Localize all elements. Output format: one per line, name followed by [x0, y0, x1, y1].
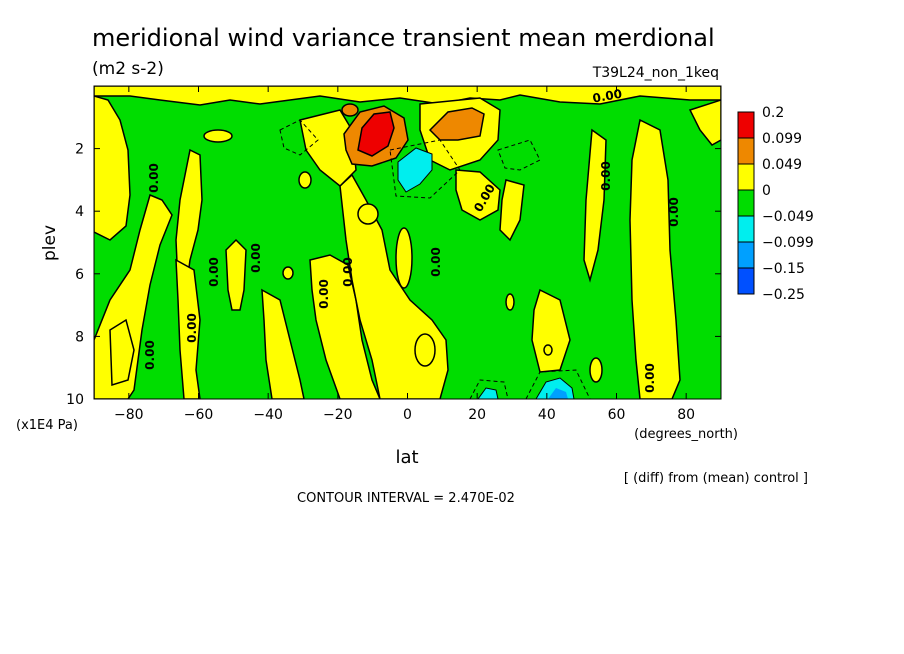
chart-title: meridional wind variance transient mean … — [92, 24, 715, 52]
x-tick-label: −40 — [253, 407, 283, 423]
x-tick-label: 80 — [677, 407, 695, 423]
y-tick-label: 4 — [75, 204, 84, 220]
colorbar-swatch — [737, 215, 755, 243]
colorbar-label: −0.049 — [762, 209, 814, 225]
column-plus70 — [629, 118, 681, 399]
x-tick-label: −20 — [323, 407, 353, 423]
contour-label: 0.00 — [341, 257, 355, 287]
colorbar-swatch — [737, 267, 755, 295]
cyan-regions — [397, 147, 575, 399]
x-tick-label: 60 — [608, 407, 626, 423]
column-minus50 — [225, 238, 247, 311]
negative-contours — [279, 119, 591, 399]
small-islands — [203, 129, 603, 383]
run-label: T39L24_non_1keq — [592, 65, 719, 81]
colorbar-swatch — [737, 189, 755, 217]
blue-bottom — [548, 388, 568, 399]
contour-label: 0.00 — [143, 340, 157, 370]
x-axis-title: lat — [395, 447, 418, 468]
orange-right — [428, 107, 485, 141]
left-lobe — [94, 95, 131, 241]
column-plus20 — [455, 169, 501, 221]
x-tick-label: 40 — [538, 407, 556, 423]
cyan-bottom-small — [477, 387, 499, 399]
red-core — [357, 111, 395, 157]
x-tick-label: −80 — [114, 407, 144, 423]
plot-area — [94, 86, 721, 399]
x-tick-label: 20 — [468, 407, 486, 423]
x-tick-label: 0 — [403, 407, 412, 423]
column-minus30 — [261, 288, 305, 399]
colorbar-label: 0.049 — [762, 157, 802, 173]
contour-label: 0.00 — [429, 247, 443, 277]
contour-label: 0.00 — [185, 313, 199, 343]
contour-label: 0.00 — [599, 161, 613, 191]
x-tick-label: −60 — [184, 407, 214, 423]
contour-label: 0.00 — [592, 87, 624, 106]
y-tick-label: 8 — [75, 329, 84, 345]
top-band — [94, 86, 721, 106]
contour-label: 0.00 — [147, 163, 161, 193]
cyan-centre — [397, 147, 433, 193]
centre-shoulder — [299, 109, 357, 188]
y-units-label: (x1E4 Pa) — [16, 418, 78, 433]
y-tick-label: 6 — [75, 267, 84, 283]
comparison-note: [ (diff) from (mean) control ] — [624, 471, 808, 486]
colorbar-label: −0.099 — [762, 235, 814, 251]
colorbar: 0.2 0.099 0.049 0 −0.049 −0.099 −0.15 −0.25 — [737, 105, 814, 303]
colorbar-swatch — [737, 163, 755, 191]
colorbar-label: 0.2 — [762, 105, 784, 121]
column-plus45 — [531, 288, 571, 373]
colorbar-swatch — [737, 137, 755, 165]
colorbar-label: −0.25 — [762, 287, 805, 303]
column-minus75-mid — [109, 318, 135, 387]
colorbar-label: 0 — [762, 183, 771, 199]
units-label: (m2 s-2) — [92, 59, 164, 79]
colorbar-label: 0.099 — [762, 131, 802, 147]
contour-label: 0.00 — [667, 197, 681, 227]
contour-label: 0.00 — [317, 279, 331, 309]
y-axis: 2 4 6 8 10 — [66, 142, 721, 408]
column-plus60 — [583, 128, 607, 283]
y-axis-title: plev — [40, 225, 60, 261]
contour-label: 0.00 — [207, 257, 221, 287]
x-units-label: (degrees_north) — [634, 427, 738, 442]
column-plus30 — [499, 179, 525, 242]
x-axis: −80 −60 −40 −20 0 20 40 60 80 — [114, 86, 695, 423]
colorbar-swatch — [737, 111, 755, 139]
right-edge — [688, 99, 721, 146]
column-minus60-lower — [175, 258, 201, 399]
y-tick-label: 10 — [66, 392, 84, 408]
colorbar-label: −0.15 — [762, 261, 805, 277]
contour-interval: CONTOUR INTERVAL = 2.470E-02 — [297, 491, 515, 506]
contour-label: 0.00 — [643, 363, 657, 393]
y-tick-label: 2 — [75, 142, 84, 158]
contour-label: 0.00 — [249, 243, 263, 273]
column-minus20 — [309, 254, 381, 399]
colorbar-swatch — [737, 241, 755, 269]
